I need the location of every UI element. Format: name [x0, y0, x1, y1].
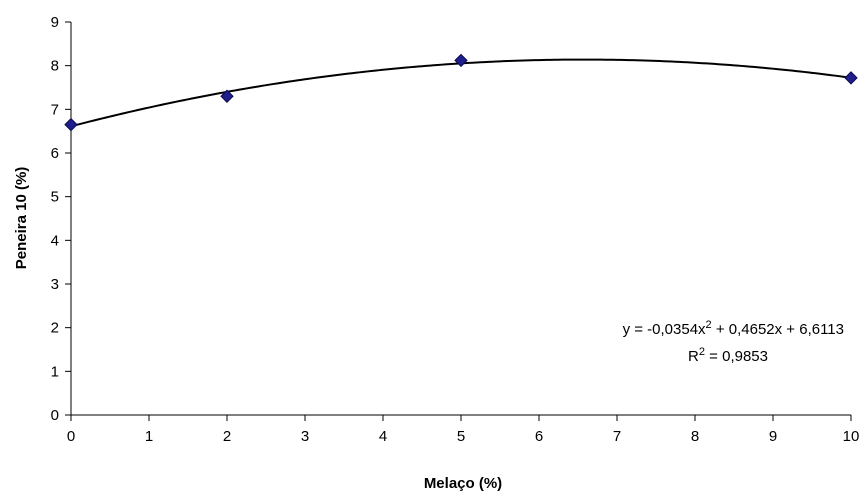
x-tick-label: 2: [223, 428, 231, 445]
x-tick-label: 6: [535, 428, 543, 445]
equation-suffix: + 0,4652x + 6,6113: [712, 321, 844, 338]
x-tick-label: 4: [379, 428, 387, 445]
equation-exponent: 2: [706, 319, 712, 331]
x-axis: 0 1 2 3 4 5 6 7 8 9 10: [67, 414, 860, 445]
r2-exponent: 2: [699, 346, 705, 358]
x-tick-label: 10: [843, 428, 860, 445]
x-tick-label: 9: [769, 428, 777, 445]
data-point: [64, 117, 78, 132]
y-tick-label: 2: [51, 320, 59, 337]
x-tick-label: 8: [691, 428, 699, 445]
data-point: [844, 71, 858, 85]
y-tick-label: 1: [51, 363, 59, 380]
trendline-layer: [70, 58, 852, 128]
y-tick-label: 5: [51, 189, 59, 206]
x-tick-label: 7: [613, 428, 621, 445]
equation-prefix: y = -0,0354x: [623, 321, 706, 338]
trendline-equation: y = -0,0354x2 + 0,4652x + 6,6113: [623, 319, 844, 338]
data-points-layer: [64, 53, 858, 132]
x-tick-label: 0: [67, 428, 75, 445]
y-tick-label: 9: [51, 14, 59, 31]
y-tick-label: 7: [51, 101, 59, 118]
r2-prefix: R: [688, 348, 699, 365]
trendline: [70, 58, 852, 128]
y-tick-label: 6: [51, 145, 59, 162]
x-tick-label: 1: [145, 428, 153, 445]
y-tick-label: 3: [51, 276, 59, 293]
y-axis-title: Peneira 10 (%): [13, 167, 30, 270]
r2-suffix: = 0,9853: [705, 348, 768, 365]
data-point: [220, 89, 234, 103]
r-squared: R2 = 0,9853: [688, 346, 768, 365]
x-tick-label: 3: [301, 428, 309, 445]
x-axis-title: Melaço (%): [424, 475, 502, 492]
x-tick-label: 5: [457, 428, 465, 445]
data-point: [454, 53, 468, 68]
y-tick-label: 8: [51, 58, 59, 75]
y-tick-label: 0: [51, 407, 59, 424]
y-tick-label: 4: [51, 232, 59, 249]
y-axis: 0 1 2 3 4 5 6 7 8 9: [51, 14, 72, 424]
